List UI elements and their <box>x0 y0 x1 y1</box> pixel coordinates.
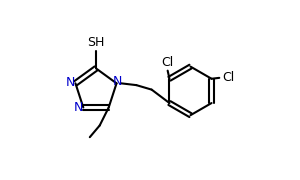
Text: N: N <box>66 76 75 89</box>
Text: SH: SH <box>87 36 105 49</box>
Text: N: N <box>74 101 83 114</box>
Text: Cl: Cl <box>161 56 174 69</box>
Text: N: N <box>113 75 122 88</box>
Text: Cl: Cl <box>222 71 234 84</box>
